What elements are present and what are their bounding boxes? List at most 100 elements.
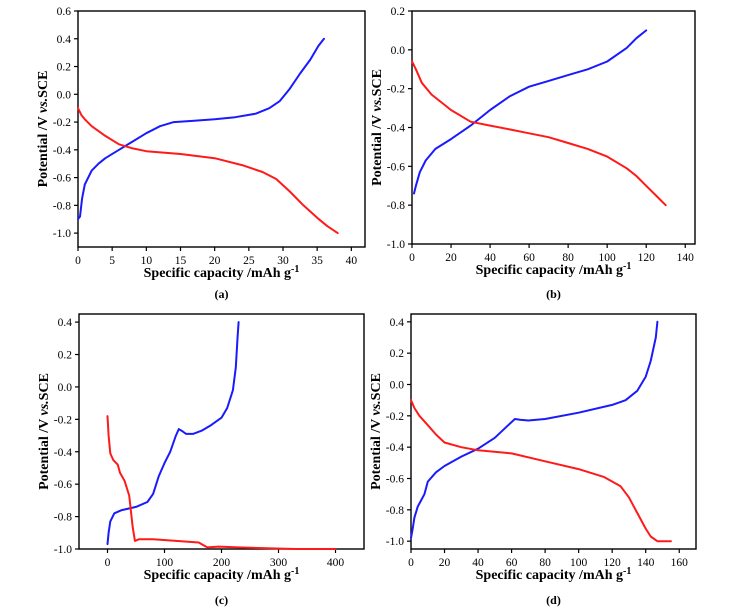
x-tick-label: 30 xyxy=(277,255,289,267)
y-tick-label: 0.2 xyxy=(58,350,73,362)
x-tick-label: 40 xyxy=(346,255,358,267)
panel-label: (c) xyxy=(215,593,228,607)
red-curve xyxy=(410,399,672,543)
y-axis-title-vs: vs. xyxy=(370,96,385,111)
x-axis-title-sup: -1 xyxy=(291,566,299,577)
y-axis-title: Potential /V vs.SCE xyxy=(370,69,385,186)
x-axis-title: Specific capacity /mAh g-1 xyxy=(476,566,632,583)
plot-frame xyxy=(411,10,696,245)
y-tick-label: -0.4 xyxy=(387,123,405,135)
y-axis-title-vs: vs. xyxy=(369,400,384,415)
x-tick-label: 60 xyxy=(523,252,535,264)
x-tick-label: 35 xyxy=(311,255,323,267)
x-tick-label: 80 xyxy=(539,557,551,569)
red-curve xyxy=(411,60,667,207)
blue-curve xyxy=(106,321,240,546)
x-tick-label: 20 xyxy=(439,557,451,569)
plot-frame xyxy=(78,313,365,550)
x-axis-title-sup: -1 xyxy=(291,264,299,275)
x-axis-title-text: Specific capacity /mAh g xyxy=(144,266,291,281)
x-tick-label: 5 xyxy=(109,255,115,267)
panel-label: (b) xyxy=(546,287,561,301)
y-axis-title-prefix: Potential /V xyxy=(37,416,52,490)
x-tick-label: 160 xyxy=(671,557,689,569)
x-tick-label: 0 xyxy=(408,557,414,569)
y-tick-label: -0.6 xyxy=(386,474,404,486)
x-axis-title-sup: -1 xyxy=(623,566,631,577)
red-curve xyxy=(106,415,337,550)
chart-panel-3: 0 100 200 300 400 -1.0 -0.8 -0.6 -0.4 -0.2 0.0 0.2 0… xyxy=(37,313,365,607)
y-axis-title-prefix: Potential /V xyxy=(369,416,384,490)
y-tick-label: -0.2 xyxy=(386,411,404,423)
y-tick-label: -0.2 xyxy=(387,84,405,96)
plot-frame xyxy=(77,10,366,248)
x-tick-label: 0 xyxy=(75,255,81,267)
chart-panel-1: 0 5 10 15 20 25 30 35 40 -1.0 -0.8 -0.6 -0.4 -0.2 0.0 0… xyxy=(36,6,366,301)
panel-label: (d) xyxy=(546,593,561,607)
x-axis-title: Specific capacity /mAh g-1 xyxy=(476,261,632,278)
x-tick-label: 40 xyxy=(484,252,496,264)
y-tick-label: -0.6 xyxy=(54,479,72,491)
x-axis-title: Specific capacity /mAh g-1 xyxy=(144,566,300,583)
blue-curve xyxy=(410,320,659,539)
x-tick-label: 120 xyxy=(638,252,656,264)
blue-curve xyxy=(77,37,325,221)
x-tick-label: 0 xyxy=(409,252,415,264)
y-tick-label: -1.0 xyxy=(387,239,405,251)
x-tick-label: 0 xyxy=(105,557,111,569)
y-axis-title: Potential /V vs.SCE xyxy=(369,373,384,490)
x-tick-label: 300 xyxy=(270,557,288,569)
blue-curve xyxy=(413,29,648,195)
y-tick-label: 0.0 xyxy=(390,380,405,392)
x-tick-label: 400 xyxy=(327,557,345,569)
x-tick-label: 100 xyxy=(599,252,617,264)
y-tick-label: 0.4 xyxy=(58,317,73,329)
y-tick-label: -1.0 xyxy=(54,544,72,556)
y-tick-label: -0.2 xyxy=(53,117,71,129)
y-tick-label: -1.0 xyxy=(386,536,404,548)
x-tick-label: 10 xyxy=(141,255,153,267)
x-tick-label: 100 xyxy=(156,557,174,569)
y-tick-label: -0.4 xyxy=(386,442,404,454)
x-axis-title-text: Specific capacity /mAh g xyxy=(476,263,623,278)
y-tick-label: -0.4 xyxy=(54,447,72,459)
x-axis-title-sup: -1 xyxy=(623,261,631,272)
y-axis-title: Potential /V vs.SCE xyxy=(37,373,52,490)
plot-frame xyxy=(410,313,697,550)
y-tick-label: 0.2 xyxy=(57,62,72,74)
x-axis-title-text: Specific capacity /mAh g xyxy=(476,568,623,583)
y-tick-label: 0.0 xyxy=(58,382,73,394)
x-tick-label: 60 xyxy=(506,557,518,569)
y-axis-title-suffix: SCE xyxy=(369,373,384,400)
x-tick-label: 200 xyxy=(213,557,231,569)
y-tick-label: -0.8 xyxy=(387,200,405,212)
y-axis-title-suffix: SCE xyxy=(370,69,385,96)
y-tick-label: -0.8 xyxy=(54,512,72,524)
y-tick-label: -0.6 xyxy=(53,173,71,185)
x-tick-label: 80 xyxy=(562,252,574,264)
red-curve xyxy=(77,107,339,235)
y-axis-title: Potential /V vs.SCE xyxy=(36,71,51,188)
x-tick-label: 100 xyxy=(570,557,588,569)
y-tick-label: -0.8 xyxy=(386,505,404,517)
y-axis-title-suffix: SCE xyxy=(36,71,51,98)
y-axis-title-vs: vs. xyxy=(36,98,51,113)
y-tick-label: 0.0 xyxy=(57,89,72,101)
y-tick-label: -0.6 xyxy=(387,161,405,173)
x-tick-label: 15 xyxy=(175,255,187,267)
y-tick-label: -0.2 xyxy=(54,414,72,426)
x-tick-label: 40 xyxy=(472,557,484,569)
panel-label: (a) xyxy=(215,287,229,301)
y-axis-title-suffix: SCE xyxy=(37,373,52,400)
y-tick-label: -0.4 xyxy=(53,145,71,157)
y-axis-title-prefix: Potential /V xyxy=(370,112,385,186)
x-tick-label: 120 xyxy=(604,557,622,569)
x-tick-label: 20 xyxy=(209,255,221,267)
x-tick-label: 25 xyxy=(243,255,255,267)
x-tick-label: 140 xyxy=(677,252,695,264)
y-tick-label: 0.0 xyxy=(391,45,406,57)
x-tick-label: 20 xyxy=(445,252,457,264)
chart-panel-4: 0 20 40 60 80 100 120 140 160 -1.0 -0.8 -0.6 -0.4 -0.… xyxy=(369,313,697,607)
chart-panel-2: 0 20 40 60 80 100 120 140 -1.0 -0.8 -0.6 -0.4 -0.2 0.… xyxy=(370,6,696,301)
